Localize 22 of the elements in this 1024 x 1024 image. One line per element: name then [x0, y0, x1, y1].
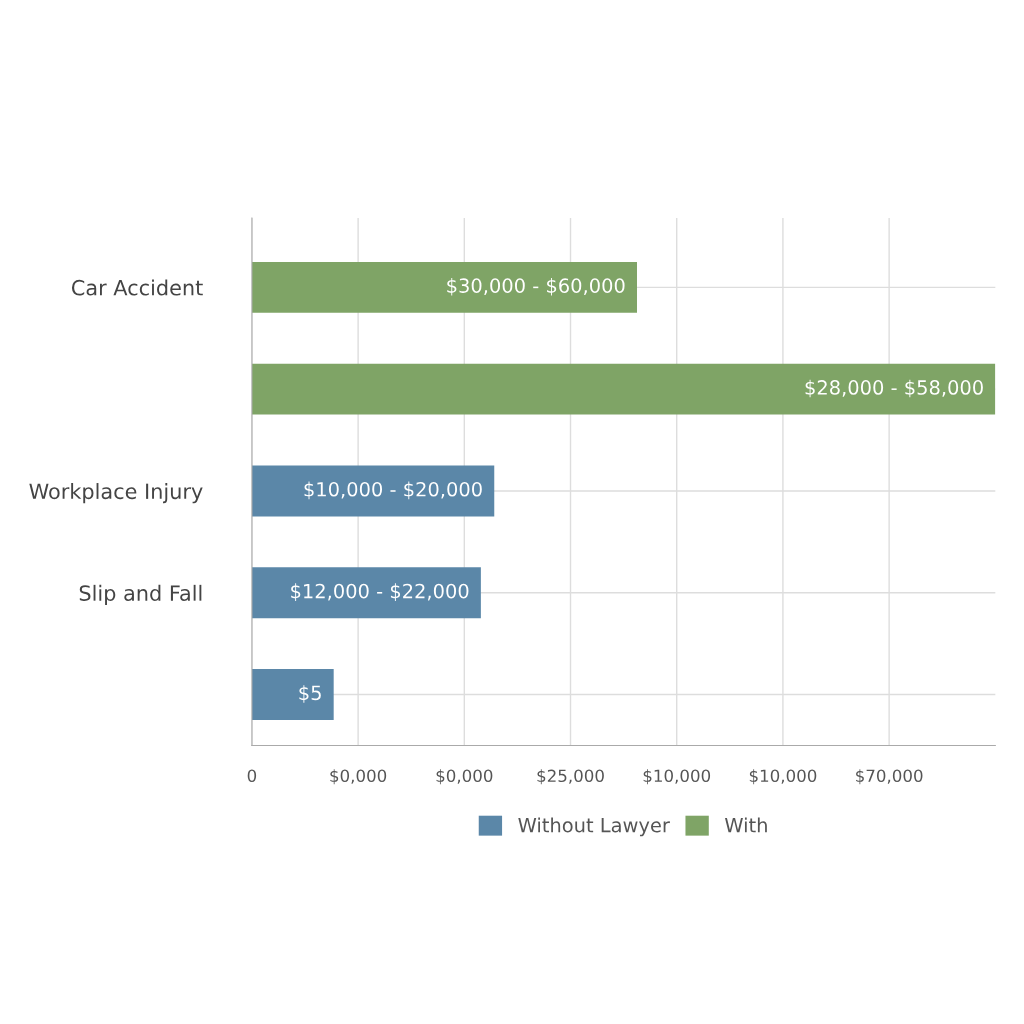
y-tick-label: Car Accident — [71, 279, 203, 296]
y-tick-label: Workplace Injury — [29, 483, 203, 504]
bar — [251, 669, 334, 721]
text: $25,000 — [537, 769, 604, 785]
annotation: $30,000 - $60,000 — [447, 277, 625, 296]
legend-label: With — [725, 817, 767, 833]
bar — [251, 465, 495, 517]
text: $0,000 — [330, 769, 387, 785]
annotation: $10,000 - $20,000 — [304, 481, 482, 500]
bar — [251, 567, 481, 619]
legend-label: Without Lawyer — [518, 817, 670, 837]
y-tick-label: Slip and Fall — [79, 584, 202, 606]
annotation: $12,000 - $22,000 — [291, 583, 469, 601]
annotation: $28,000 - $58,000 — [805, 379, 983, 398]
text: $10,000 — [643, 769, 711, 785]
bar — [251, 363, 996, 415]
text: $0,000 — [436, 769, 493, 785]
text: $70,000 — [856, 769, 923, 785]
text: $10,000 — [749, 769, 817, 785]
annotation: $5 — [299, 685, 321, 703]
bar — [251, 261, 637, 313]
text: 0 — [247, 769, 257, 783]
